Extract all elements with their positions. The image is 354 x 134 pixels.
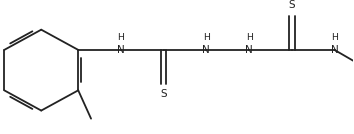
Text: S: S — [289, 0, 295, 10]
Text: H: H — [118, 33, 124, 42]
Text: N: N — [245, 45, 253, 55]
Text: H: H — [203, 33, 210, 42]
Text: S: S — [160, 89, 167, 99]
Text: H: H — [331, 33, 338, 42]
Text: N: N — [117, 45, 125, 55]
Text: N: N — [331, 45, 338, 55]
Text: H: H — [246, 33, 252, 42]
Text: N: N — [202, 45, 210, 55]
